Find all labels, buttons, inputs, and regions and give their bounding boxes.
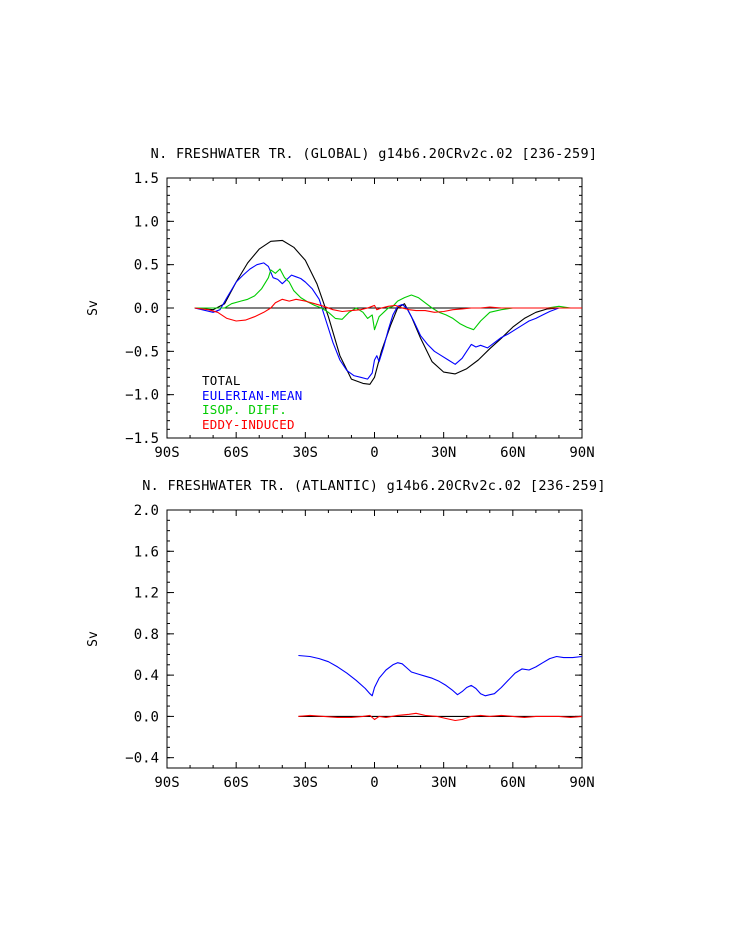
x-tick-label: 60N [500,775,525,791]
y-tick-label: 1.5 [134,171,159,187]
x-tick-label: 0 [370,775,378,791]
x-tick-label: 30N [431,445,456,461]
atlantic-series [298,654,583,722]
x-tick-label: 90N [569,775,594,791]
series-line-isop-diff- [194,268,582,331]
y-tick-label: 1.6 [134,544,159,560]
x-tick-label: 60S [224,775,249,791]
atlantic-chart-title: N. FRESHWATER TR. (ATLANTIC) g14b6.20CRv… [142,478,606,494]
x-tick-label: 30N [431,775,456,791]
x-tick-label: 90S [154,775,179,791]
legend-eulerian-mean: EULERIAN-MEAN [202,388,302,403]
x-tick-label: 30S [293,445,318,461]
legend-isop-diff: ISOP. DIFF. [202,402,287,417]
global-y-axis-label: Sv [86,300,101,316]
x-tick-label: 0 [370,445,378,461]
global-series [194,239,582,385]
x-tick-label: 60S [224,445,249,461]
y-tick-label: −0.5 [125,344,159,360]
global-axes: 90S 60S 30S 0 30N 60N 90N 1.5 1.0 0.5 0.0 −0.5 −1.0 −… [125,171,594,461]
global-chart-title: N. FRESHWATER TR. (GLOBAL) g14b6.20CRv2c… [151,146,598,162]
x-tick-label: 90N [569,445,594,461]
global-legend: TOTAL EULERIAN-MEAN ISOP. DIFF. EDDY-IND… [202,373,302,432]
plot-frame [166,509,583,769]
y-tick-label: 2.0 [134,503,159,519]
series-line-1 [298,654,583,697]
y-tick-label: 1.0 [134,214,159,230]
x-tick-label: 60N [500,445,525,461]
y-tick-label: −1.0 [125,388,159,404]
y-tick-label: 1.2 [134,586,159,602]
legend-eddy-induced: EDDY-INDUCED [202,417,295,432]
atlantic-axes: 90S 60S 30S 0 30N 60N 90N 2.0 1.6 1.2 0.8 0.4 0.0 −0.… [125,503,594,791]
y-tick-label: 0.0 [134,301,159,317]
x-tick-label: 30S [293,775,318,791]
y-tick-label: 0.4 [134,668,159,684]
y-tick-label: 0.0 [134,709,159,725]
x-tick-label: 90S [154,445,179,461]
y-tick-label: 0.8 [134,627,159,643]
global-chart: N. FRESHWATER TR. (GLOBAL) g14b6.20CRv2c… [86,146,597,461]
series-line-total [194,239,582,385]
y-tick-label: −1.5 [125,431,159,447]
series-line-2 [298,712,583,722]
atlantic-y-axis-label: Sv [86,631,101,647]
series-line-eulerian-mean [194,262,582,380]
legend-total: TOTAL [202,373,241,388]
y-tick-label: 0.5 [134,258,159,274]
y-tick-label: −0.4 [125,751,159,767]
atlantic-chart: N. FRESHWATER TR. (ATLANTIC) g14b6.20CRv… [86,478,606,791]
series-line-eddy-induced [194,298,582,322]
